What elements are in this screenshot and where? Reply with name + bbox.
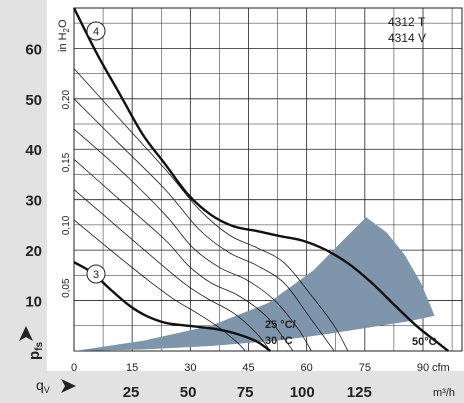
annotation-temp-50: 50°C bbox=[412, 336, 437, 348]
operating-region bbox=[74, 217, 435, 351]
y-tick-inh2o: 0,10 bbox=[61, 215, 72, 235]
up-arrow-icon bbox=[19, 326, 33, 341]
characteristic-curve bbox=[73, 68, 349, 352]
annotation-temp-25: 25 °C/ bbox=[265, 319, 296, 331]
x-tick-cfm: 15 bbox=[126, 362, 138, 374]
x-tick-cfm: 45 bbox=[242, 362, 254, 374]
flow-symbol-letter: q bbox=[36, 377, 44, 393]
y-tick-pa: 20 bbox=[25, 243, 42, 260]
y-tick-pa: 30 bbox=[25, 193, 42, 210]
pressure-symbol-letter: p bbox=[26, 351, 43, 360]
x-tick-cfm: 30 bbox=[184, 362, 196, 374]
x-tick-cfm: 90 bbox=[417, 362, 429, 374]
curve-label-3-text: 3 bbox=[93, 269, 99, 281]
pressure-symbol-sub: fs bbox=[34, 341, 45, 350]
x-tick-cfm: 60 bbox=[301, 362, 313, 374]
right-arrow-icon bbox=[61, 379, 76, 393]
fan-curve-3 bbox=[73, 261, 272, 352]
y-tick-pa: 10 bbox=[25, 294, 42, 311]
pressure-symbol: pfs bbox=[19, 326, 45, 360]
x-tick-m3h: 125 bbox=[347, 384, 372, 401]
characteristic-curve bbox=[73, 219, 246, 352]
characteristic-curve bbox=[73, 189, 271, 352]
characteristic-curve bbox=[73, 128, 312, 352]
svg-text:pfs: pfs bbox=[26, 341, 45, 360]
model-line-2: 4314 V bbox=[388, 31, 426, 45]
fan-curves bbox=[72, 7, 450, 352]
x-unit-m3h: m³/h bbox=[433, 387, 455, 399]
curve-label-4-circle bbox=[86, 21, 106, 41]
svg-text:qV: qV bbox=[36, 377, 50, 395]
x-tick-m3h: 50 bbox=[180, 384, 197, 401]
y-tick-inh2o: 0,15 bbox=[61, 152, 72, 172]
fan-curve-4 bbox=[72, 7, 450, 352]
curve-label-3: 3 bbox=[86, 264, 106, 284]
curve-label-4-text: 4 bbox=[93, 26, 99, 38]
x-tick-m3h: 25 bbox=[123, 384, 140, 401]
bottom-band bbox=[47, 371, 464, 403]
model-line-1: 4312 T bbox=[388, 15, 426, 29]
curve-label-4: 4 bbox=[86, 21, 106, 41]
x-unit-cfm: cfm bbox=[432, 362, 450, 374]
y-tick-inh2o: 0,05 bbox=[61, 278, 72, 298]
y-tick-inh2o: 0,20 bbox=[61, 90, 72, 110]
y-tick-pa: 40 bbox=[25, 142, 42, 159]
characteristic-curve bbox=[73, 158, 294, 352]
y-tick-pa: 50 bbox=[25, 92, 42, 109]
flow-symbol-sub: V bbox=[44, 385, 50, 395]
characteristic-curves bbox=[73, 68, 349, 352]
x-tick-m3h: 100 bbox=[290, 384, 315, 401]
y-tick-pa: 60 bbox=[25, 41, 42, 58]
flow-symbol: qV bbox=[36, 377, 76, 395]
plot-frame bbox=[73, 7, 463, 352]
annotation-temp-30: 30 °C bbox=[265, 335, 293, 347]
x-tick-m3h: 75 bbox=[237, 384, 254, 401]
curve-label-3-circle bbox=[86, 264, 106, 284]
characteristic-curve bbox=[73, 98, 335, 352]
x-tick-cfm: 75 bbox=[359, 362, 371, 374]
x-tick-cfm: 0 bbox=[71, 362, 77, 374]
y-unit-inh2o: in H2O bbox=[57, 19, 71, 52]
